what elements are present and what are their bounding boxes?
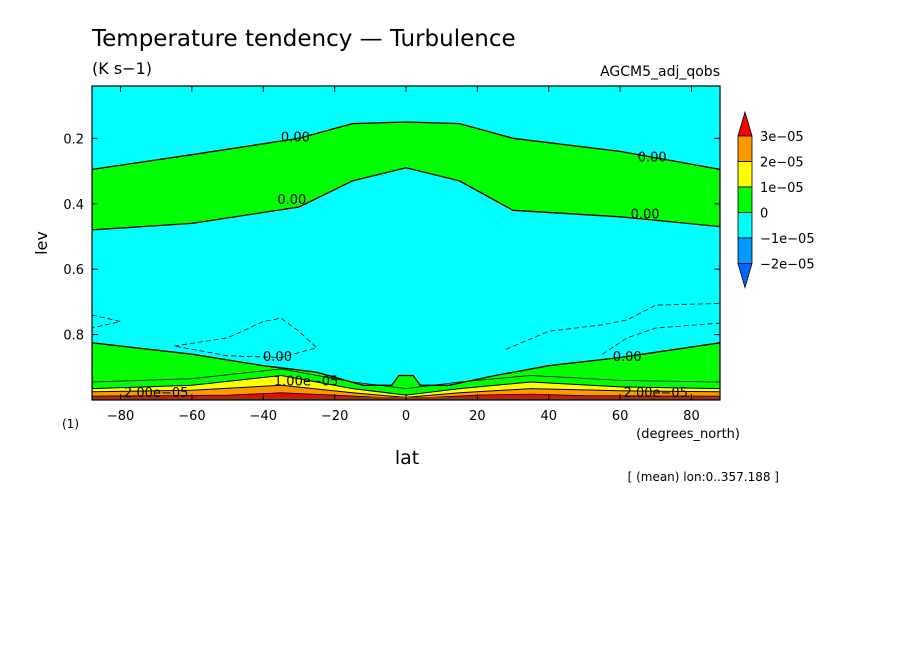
x-axis: −80 −60 −40 −20 0 20 40 60 80 xyxy=(107,86,700,424)
colorbar-bottom-arrow xyxy=(737,263,753,289)
y-tick-label-1: 0.4 xyxy=(63,198,84,213)
colorbar-label-2: 1e−05 xyxy=(760,181,804,196)
y-tick-label-0: 0.2 xyxy=(63,132,84,147)
colorbar-segment-3 xyxy=(737,186,753,213)
colorbar-label-5: −2e−05 xyxy=(760,258,815,273)
colorbar-segment-5 xyxy=(737,237,753,264)
y-axis-units: (1) xyxy=(62,417,79,431)
colorbar-segment-4 xyxy=(737,212,753,239)
contour-label-0: 0.00 xyxy=(281,131,310,146)
y-tick-label-2: 0.6 xyxy=(63,263,84,278)
dashed-contour-0 xyxy=(92,314,121,329)
contour-label-3: 0.00 xyxy=(631,208,660,223)
colorbar-label-4: −1e−05 xyxy=(760,232,815,247)
x-tick-label-5: 20 xyxy=(469,409,486,424)
colorbar: 3e−05 2e−05 1e−05 0 −1e−05 −2e−05 xyxy=(737,110,815,289)
colorbar-label-0: 3e−05 xyxy=(760,130,804,145)
upper-positive-band xyxy=(92,121,720,231)
colorbar-label-1: 2e−05 xyxy=(760,156,804,171)
averaging-note: [ (mean) lon:0..357.188 ] xyxy=(628,470,779,484)
x-tick-label-1: −60 xyxy=(178,409,205,424)
chart-title: Temperature tendency — Turbulence xyxy=(91,26,516,52)
colorbar-segment-2 xyxy=(737,161,753,188)
contour-label-2: 0.00 xyxy=(277,193,306,208)
y-axis-label: lev xyxy=(32,231,51,255)
x-tick-label-0: −80 xyxy=(107,409,134,424)
contour-label-4: 0.00 xyxy=(263,350,292,365)
x-tick-label-2: −40 xyxy=(250,409,277,424)
run-name-label: AGCM5_adj_qobs xyxy=(600,64,720,80)
dashed-contour-2 xyxy=(505,303,720,350)
colorbar-top-arrow xyxy=(737,110,753,137)
contour-label-6: 1.00e−05 xyxy=(274,374,338,389)
x-tick-label-6: 40 xyxy=(540,409,557,424)
x-tick-label-8: 80 xyxy=(683,409,700,424)
dashed-contour-1 xyxy=(174,317,318,358)
colorbar-label-3: 0 xyxy=(760,207,768,222)
x-tick-label-3: −20 xyxy=(321,409,348,424)
colorbar-segment-1 xyxy=(737,135,753,162)
inner-contour-line xyxy=(92,368,720,390)
x-axis-units: (degrees_north) xyxy=(636,427,740,442)
x-tick-label-4: 0 xyxy=(402,409,410,424)
y-axis: 0.2 0.4 0.6 0.8 xyxy=(63,132,720,344)
x-axis-label: lat xyxy=(395,447,419,469)
dashed-contour-3 xyxy=(602,322,720,355)
x-tick-label-7: 60 xyxy=(612,409,629,424)
contour-field: 0.00 0.00 0.00 0.00 0.00 0.00 1.00e−05 2.00e−05… xyxy=(92,86,720,401)
contour-label-7: 2.00e−05 xyxy=(124,386,188,401)
units-label: (K s−1) xyxy=(92,59,152,78)
y-tick-label-3: 0.8 xyxy=(63,329,84,344)
contour-label-1: 0.00 xyxy=(638,150,667,165)
contour-label-5: 0.00 xyxy=(613,350,642,365)
contour-label-8: 2.00e−05 xyxy=(624,386,688,401)
